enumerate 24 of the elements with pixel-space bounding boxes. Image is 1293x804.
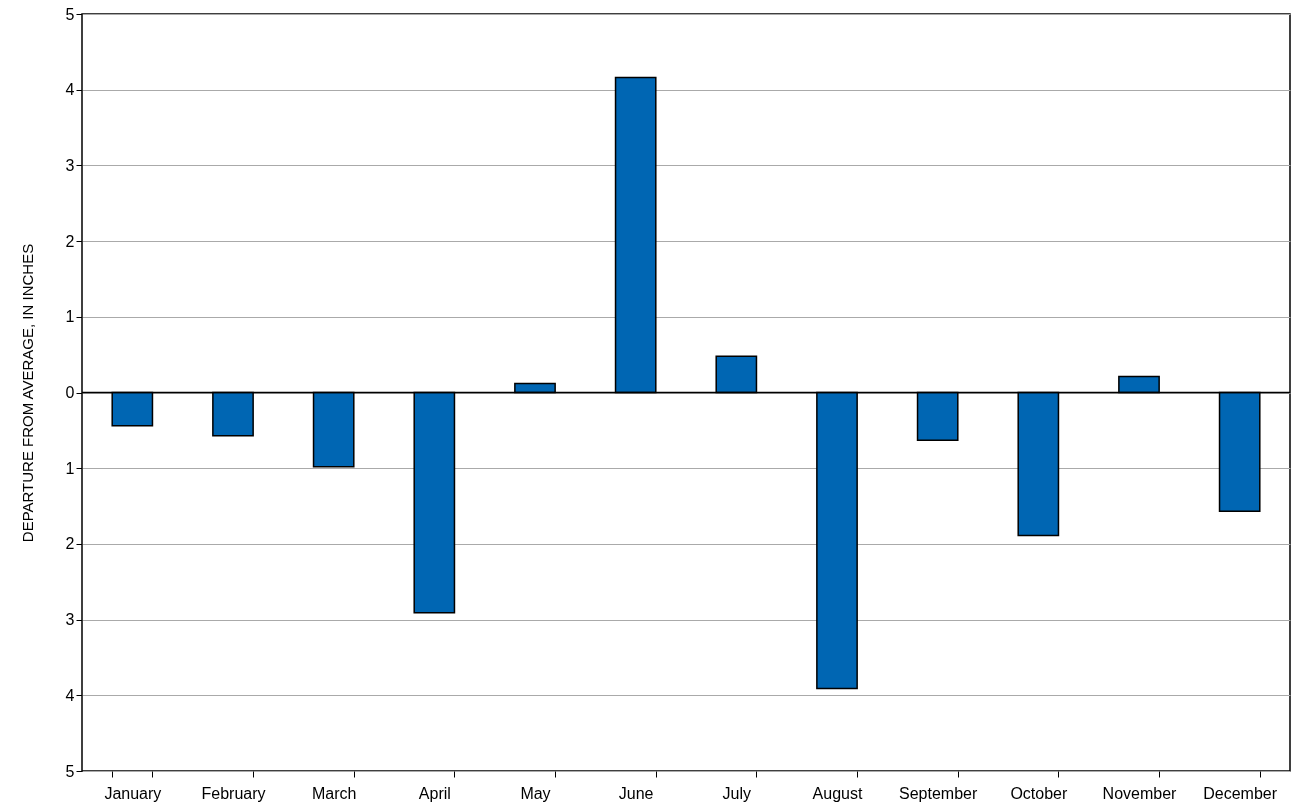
x-tick-label: September xyxy=(899,784,978,802)
x-tick-label: January xyxy=(104,784,162,802)
x-tick-label: February xyxy=(201,784,266,802)
x-tick-label: August xyxy=(812,784,863,802)
y-tick-label: 3 xyxy=(65,156,75,174)
y-tick-label: 5 xyxy=(65,5,75,23)
x-tick-label: April xyxy=(418,784,451,802)
y-tick-label: 1 xyxy=(65,459,75,477)
y-tick-label: 2 xyxy=(65,535,75,553)
y-tick-label: 3 xyxy=(65,611,75,629)
x-tick-label: December xyxy=(1203,784,1278,802)
y-tick-label: 1 xyxy=(65,308,75,326)
y-axis-title: DEPARTURE FROM AVERAGE, IN INCHES xyxy=(18,243,36,543)
x-tick-label: October xyxy=(1010,784,1068,802)
x-tick-label: November xyxy=(1102,784,1178,802)
x-tick-label: March xyxy=(311,784,357,802)
y-tick-label: 2 xyxy=(65,232,75,250)
y-tick-label: 4 xyxy=(65,686,75,704)
y-tick-label: 5 xyxy=(65,762,75,780)
x-tick-label: July xyxy=(722,784,752,802)
y-tick-label: 0 xyxy=(65,384,75,401)
x-tick-label: May xyxy=(520,784,551,802)
x-tick-label: June xyxy=(618,784,654,802)
y-tick-label: 4 xyxy=(65,81,75,99)
